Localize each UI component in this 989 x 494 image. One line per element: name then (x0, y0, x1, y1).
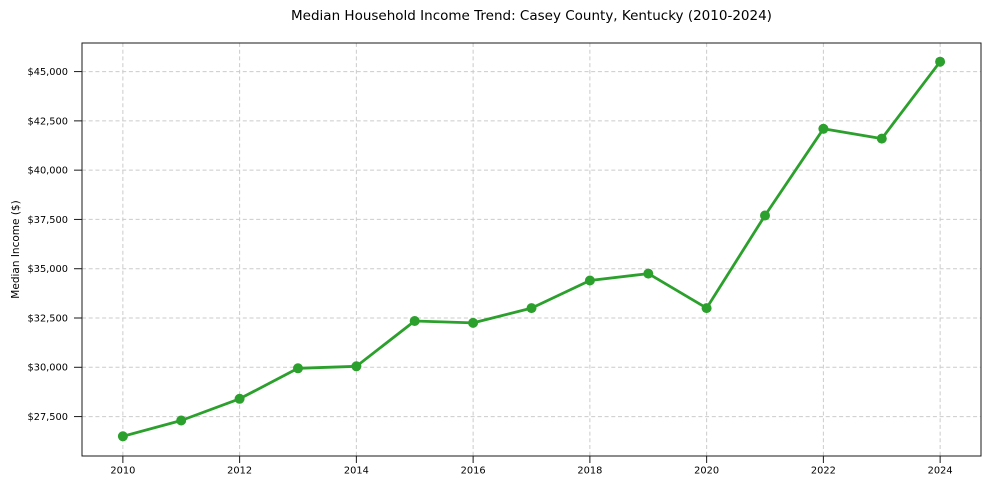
y-tick-label: $40,000 (27, 166, 68, 177)
data-point (526, 303, 537, 314)
data-point (117, 431, 128, 442)
x-tick-label: 2024 (928, 466, 953, 477)
data-point (584, 275, 595, 286)
chart-title: Median Household Income Trend: Casey Cou… (291, 8, 772, 24)
data-point (234, 393, 245, 404)
y-tick-label: $42,500 (27, 116, 68, 127)
y-tick-label: $37,500 (27, 215, 68, 226)
data-point (643, 268, 654, 279)
income-trend-line (121, 60, 942, 438)
data-point (701, 303, 712, 314)
data-point (351, 361, 362, 372)
y-tick-label: $35,000 (27, 264, 68, 275)
data-point (760, 210, 770, 221)
data-point (876, 133, 887, 144)
plot-border (81, 42, 982, 457)
y-tick-label: $32,500 (27, 313, 68, 324)
y-tick-label: $27,500 (27, 412, 68, 423)
data-point (176, 415, 187, 426)
plot-border-rect (81, 42, 982, 457)
data-point (468, 317, 479, 328)
x-tick-label: 2014 (344, 466, 369, 477)
grid-lines (82, 43, 981, 456)
y-axis-ticks: $27,500 $30,000 $32,500 $35,000 $37,500 $40,0… (27, 67, 82, 423)
x-tick-label: 2022 (811, 466, 836, 477)
data-series (117, 56, 946, 442)
y-tick-label: $45,000 (27, 67, 68, 78)
data-point (818, 123, 829, 134)
x-tick-label: 2010 (110, 466, 135, 477)
y-axis-title: Median Income ($) (10, 200, 22, 298)
y-tick-label: $30,000 (27, 363, 68, 374)
data-point (409, 316, 420, 326)
x-tick-label: 2016 (461, 466, 486, 477)
x-axis-ticks: 2010 2012 2014 2016 2018 2020 2022 2024 (110, 456, 953, 477)
x-tick-label: 2018 (577, 466, 602, 477)
data-point (935, 56, 946, 67)
data-point (293, 363, 303, 374)
data-point-markers (117, 56, 946, 442)
x-tick-label: 2012 (227, 466, 252, 477)
x-tick-label: 2020 (694, 466, 719, 477)
